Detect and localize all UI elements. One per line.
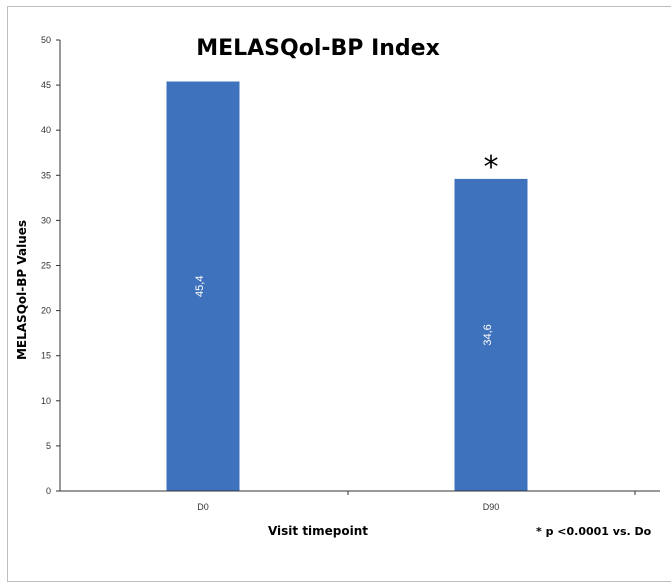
x-tick-label-D0: D0 xyxy=(197,502,209,512)
y-tick-label-35: 35 xyxy=(41,170,51,180)
y-tick-label-20: 20 xyxy=(41,306,51,316)
y-axis-ticks: 0 5 10 15 20 25 30 35 40 45 50 xyxy=(41,35,60,496)
y-tick-label-15: 15 xyxy=(41,351,51,361)
bar-value-label-D90: 34,6 xyxy=(482,324,494,345)
x-axis-ticks: D0 D90 xyxy=(197,491,636,512)
significance-marker: * xyxy=(484,150,499,185)
chart-title: MELASQol-BP Index xyxy=(196,36,440,61)
x-axis-label: Visit timepoint xyxy=(268,524,368,538)
bar-D0 xyxy=(166,81,240,491)
y-tick-label-25: 25 xyxy=(41,261,51,271)
significance-footnote: * p <0.0001 vs. Do xyxy=(536,525,652,538)
x-tick-label-D90: D90 xyxy=(483,502,500,512)
y-tick-label-5: 5 xyxy=(46,441,51,451)
bar-D90 xyxy=(454,178,528,491)
bars: 45,4 34,6 * xyxy=(166,81,528,491)
y-tick-label-40: 40 xyxy=(41,125,51,135)
y-tick-label-50: 50 xyxy=(41,35,51,45)
y-tick-label-45: 45 xyxy=(41,80,51,90)
y-tick-label-0: 0 xyxy=(46,486,51,496)
bar-value-label-D0: 45,4 xyxy=(194,276,206,297)
y-tick-label-10: 10 xyxy=(41,396,51,406)
y-tick-label-30: 30 xyxy=(41,215,51,225)
y-axis-label: MELASQol-BP Values xyxy=(15,220,29,360)
chart-frame xyxy=(7,6,671,582)
